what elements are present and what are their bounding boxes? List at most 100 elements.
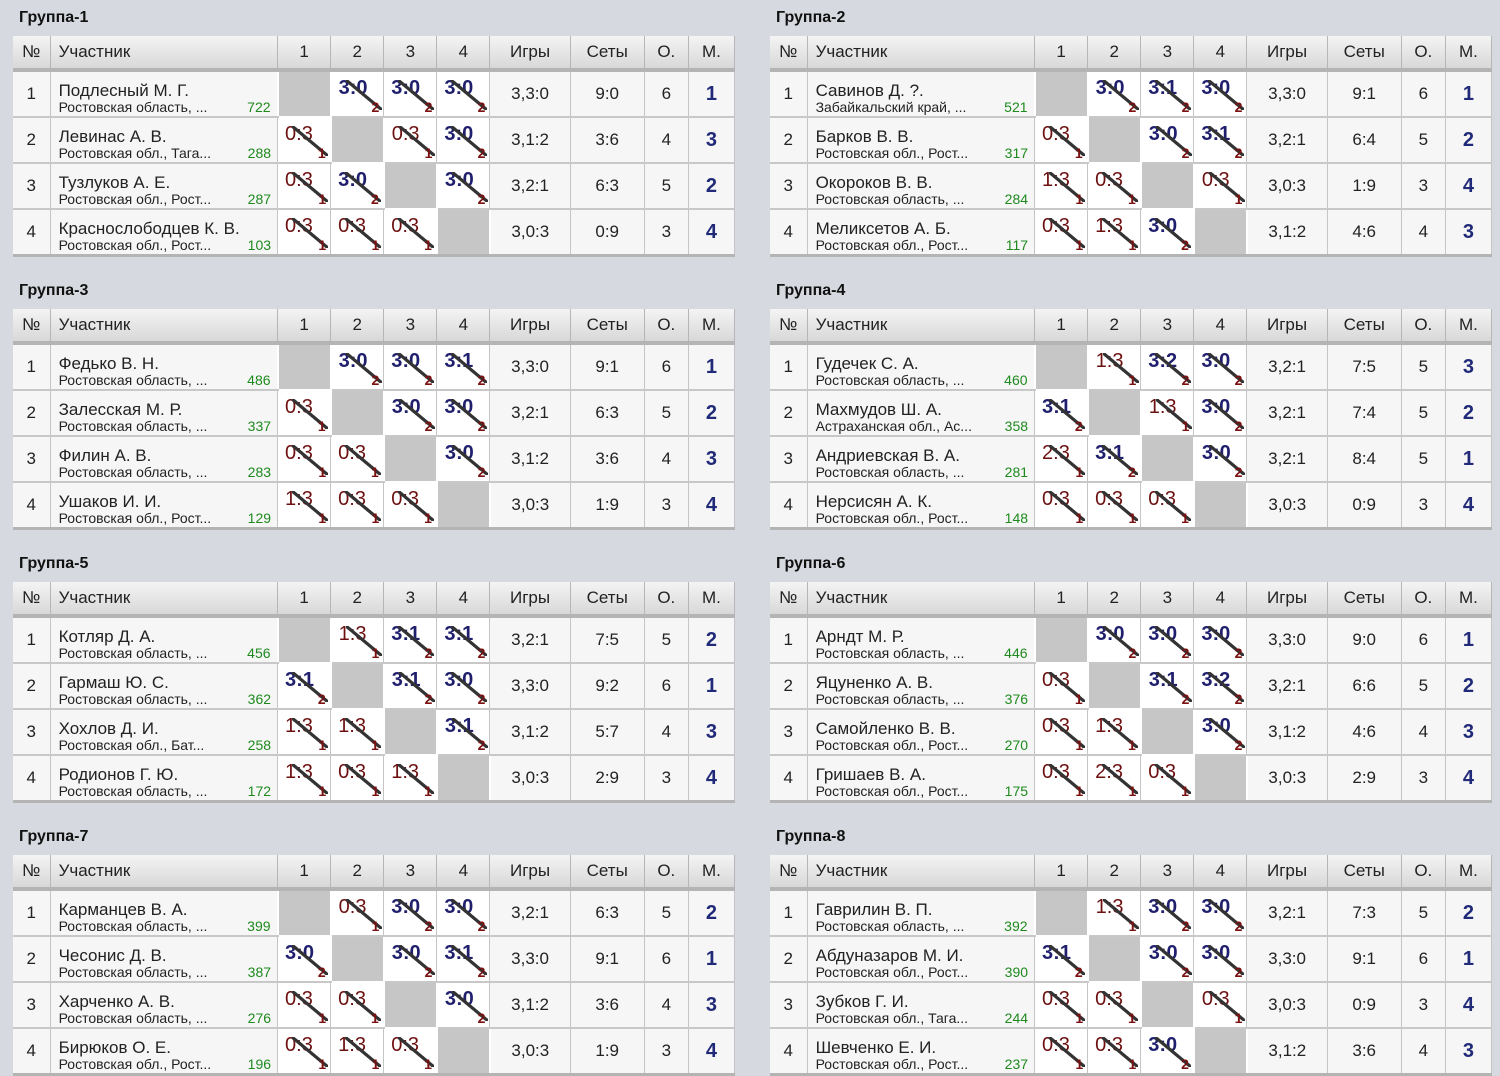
col-header-opponent-2[interactable]: 2 — [330, 309, 385, 343]
participant-name[interactable]: Родионов Г. Ю. — [58, 766, 179, 784]
match-result-cell[interactable]: 3:02 — [1140, 889, 1195, 937]
col-header-opponent-1[interactable]: 1 — [1034, 855, 1089, 889]
participant-cell[interactable]: Краснослободцев К. В. Ростовская обл., Р… — [50, 209, 279, 257]
col-header-opponent-3[interactable]: 3 — [1140, 309, 1195, 343]
match-result-cell[interactable]: 0:31 — [1140, 755, 1195, 803]
match-result-cell[interactable]: 0:31 — [383, 117, 438, 164]
match-result-cell[interactable]: 0:31 — [1193, 163, 1248, 210]
col-header-sets[interactable]: Сеты — [570, 309, 645, 343]
match-result-cell[interactable]: 0:31 — [1034, 209, 1089, 257]
col-header-num[interactable]: № — [13, 582, 51, 616]
participant-cell[interactable]: Андриевская В. А. Ростовская область, ..… — [807, 436, 1036, 483]
col-header-games[interactable]: Игры — [489, 36, 571, 70]
participant-cell[interactable]: Махмудов Ш. А. Астраханская обл., Ас... … — [807, 390, 1036, 437]
col-header-participant[interactable]: Участник — [807, 36, 1036, 70]
match-result-cell[interactable]: 1:31 — [1034, 163, 1089, 210]
col-header-sets[interactable]: Сеты — [1327, 309, 1402, 343]
col-header-place[interactable]: М. — [1445, 855, 1493, 889]
participant-cell[interactable]: Савинов Д. ?. Забайкальский край, ... 52… — [807, 70, 1036, 118]
match-result-cell[interactable]: 0:31 — [277, 209, 332, 257]
participant-name[interactable]: Филин А. В. — [58, 447, 152, 465]
col-header-games[interactable]: Игры — [1246, 309, 1328, 343]
table-row[interactable]: 1 Федько В. Н. Ростовская область, ... 4… — [13, 342, 736, 391]
match-result-cell[interactable]: 3:12 — [1140, 70, 1195, 118]
col-header-games[interactable]: Игры — [1246, 36, 1328, 70]
table-row[interactable]: 1 Карманцев В. А. Ростовская область, ..… — [13, 888, 736, 937]
participant-name[interactable]: Хохлов Д. И. — [58, 720, 159, 738]
participant-cell[interactable]: Зубков Г. И. Ростовская обл., Тага... 24… — [807, 982, 1036, 1029]
participant-cell[interactable]: Родионов Г. Ю. Ростовская область, ... 1… — [50, 755, 279, 803]
col-header-opponent-4[interactable]: 4 — [436, 582, 491, 616]
match-result-cell[interactable]: 3:02 — [1087, 70, 1142, 118]
match-result-cell[interactable]: 3:02 — [1140, 117, 1195, 164]
col-header-points[interactable]: О. — [644, 855, 689, 889]
col-header-opponent-4[interactable]: 4 — [1193, 582, 1248, 616]
match-result-cell[interactable]: 0:31 — [277, 390, 332, 437]
col-header-sets[interactable]: Сеты — [570, 855, 645, 889]
match-result-cell[interactable]: 3:12 — [277, 663, 332, 710]
match-result-cell[interactable]: 3:02 — [436, 889, 491, 937]
participant-name[interactable]: Гаврилин В. П. — [815, 901, 933, 919]
match-result-cell[interactable]: 3:12 — [436, 343, 491, 391]
col-header-opponent-3[interactable]: 3 — [1140, 855, 1195, 889]
match-result-cell[interactable]: 0:31 — [1193, 982, 1248, 1029]
col-header-points[interactable]: О. — [1401, 582, 1446, 616]
match-result-cell[interactable]: 3:12 — [1193, 117, 1248, 164]
match-result-cell[interactable]: 3:02 — [330, 343, 385, 391]
match-result-cell[interactable]: 1:31 — [277, 482, 332, 530]
participant-cell[interactable]: Гаврилин В. П. Ростовская область, ... 3… — [807, 889, 1036, 937]
match-result-cell[interactable]: 3:22 — [1193, 663, 1248, 710]
table-row[interactable]: 1 Котляр Д. А. Ростовская область, ... 4… — [13, 615, 736, 664]
match-result-cell[interactable]: 1:31 — [1087, 343, 1142, 391]
match-result-cell[interactable]: 3:02 — [1193, 436, 1248, 483]
participant-cell[interactable]: Абдуназаров М. И. Ростовская обл., Рост.… — [807, 936, 1036, 983]
col-header-place[interactable]: М. — [1445, 309, 1493, 343]
match-result-cell[interactable]: 0:31 — [1034, 709, 1089, 756]
table-row[interactable]: 4 Гришаев В. А. Ростовская обл., Рост...… — [770, 754, 1493, 803]
participant-name[interactable]: Карманцев В. А. — [58, 901, 188, 919]
col-header-opponent-4[interactable]: 4 — [1193, 36, 1248, 70]
match-result-cell[interactable]: 1:31 — [330, 616, 385, 664]
match-result-cell[interactable]: 3:02 — [436, 163, 491, 210]
col-header-points[interactable]: О. — [1401, 36, 1446, 70]
col-header-opponent-2[interactable]: 2 — [1087, 309, 1142, 343]
participant-cell[interactable]: Залесская М. Р. Ростовская область, ... … — [50, 390, 279, 437]
col-header-participant[interactable]: Участник — [50, 582, 279, 616]
col-header-games[interactable]: Игры — [489, 309, 571, 343]
match-result-cell[interactable]: 0:31 — [1034, 663, 1089, 710]
col-header-games[interactable]: Игры — [489, 582, 571, 616]
match-result-cell[interactable]: 0:31 — [1087, 482, 1142, 530]
col-header-opponent-2[interactable]: 2 — [1087, 36, 1142, 70]
match-result-cell[interactable]: 0:31 — [1034, 982, 1089, 1029]
col-header-opponent-3[interactable]: 3 — [1140, 36, 1195, 70]
participant-cell[interactable]: Ушаков И. И. Ростовская обл., Рост... 12… — [50, 482, 279, 530]
participant-name[interactable]: Тузлуков А. Е. — [58, 174, 171, 192]
table-row[interactable]: 2 Залесская М. Р. Ростовская область, ..… — [13, 389, 736, 437]
match-result-cell[interactable]: 3:02 — [1087, 616, 1142, 664]
participant-cell[interactable]: Самойленко В. В. Ростовская обл., Рост..… — [807, 709, 1036, 756]
col-header-opponent-3[interactable]: 3 — [383, 582, 438, 616]
match-result-cell[interactable]: 0:31 — [1087, 1028, 1142, 1076]
match-result-cell[interactable]: 3:02 — [383, 70, 438, 118]
participant-cell[interactable]: Филин А. В. Ростовская область, ... 283 — [50, 436, 279, 483]
match-result-cell[interactable]: 3:12 — [383, 663, 438, 710]
participant-cell[interactable]: Подлесный М. Г. Ростовская область, ... … — [50, 70, 279, 118]
match-result-cell[interactable]: 0:31 — [1034, 1028, 1089, 1076]
col-header-sets[interactable]: Сеты — [570, 36, 645, 70]
col-header-points[interactable]: О. — [644, 36, 689, 70]
match-result-cell[interactable]: 2:31 — [1034, 436, 1089, 483]
col-header-opponent-4[interactable]: 4 — [436, 36, 491, 70]
match-result-cell[interactable]: 0:31 — [330, 982, 385, 1029]
col-header-participant[interactable]: Участник — [50, 36, 279, 70]
match-result-cell[interactable]: 3:02 — [383, 889, 438, 937]
participant-name[interactable]: Чесонис Д. В. — [58, 947, 167, 965]
col-header-opponent-2[interactable]: 2 — [1087, 855, 1142, 889]
table-row[interactable]: 4 Бирюков О. Е. Ростовская обл., Рост...… — [13, 1027, 736, 1076]
match-result-cell[interactable]: 3:12 — [436, 616, 491, 664]
match-result-cell[interactable]: 3:12 — [436, 709, 491, 756]
match-result-cell[interactable]: 3:02 — [383, 343, 438, 391]
participant-cell[interactable]: Котляр Д. А. Ростовская область, ... 456 — [50, 616, 279, 664]
participant-name[interactable]: Махмудов Ш. А. — [815, 401, 942, 419]
match-result-cell[interactable]: 0:31 — [1087, 982, 1142, 1029]
participant-name[interactable]: Гудечек С. А. — [815, 355, 919, 373]
